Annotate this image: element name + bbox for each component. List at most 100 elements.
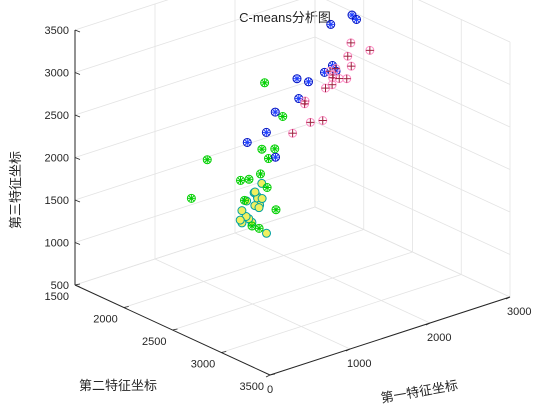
data-point: [288, 128, 298, 138]
data-point: [365, 45, 375, 55]
data-point: [334, 74, 344, 84]
x-tick-label: 0: [267, 384, 273, 396]
data-point: [271, 205, 281, 215]
y-tick-label: 1500: [45, 291, 69, 303]
z-tick-label: 1000: [45, 238, 69, 250]
data-point: [261, 127, 271, 137]
data-point: [235, 215, 245, 225]
grid-line: [325, 0, 511, 85]
tick-labels: 0 1000 2000 3000 1500 2000 2500 3000 3500 500 1000…: [45, 25, 532, 396]
grid-line: [221, 274, 462, 353]
z-axis-label: 第三特征坐标: [9, 151, 24, 229]
x-tick-mark: [345, 348, 351, 352]
grid-line: [172, 251, 413, 331]
data-point: [342, 74, 352, 84]
chart-title: C-means分析图: [239, 10, 331, 25]
y-tick-label: 3500: [240, 381, 264, 393]
z-tick-label: 1500: [45, 195, 69, 207]
x-tick-label: 3000: [507, 306, 531, 318]
grid-line: [314, 79, 511, 170]
z-tick-label: 500: [51, 280, 69, 292]
data-point: [305, 117, 315, 127]
data-point: [352, 14, 361, 24]
x-axis-line: [269, 296, 511, 376]
data-point: [318, 116, 328, 125]
data-point: [262, 183, 272, 192]
data-point: [326, 19, 336, 29]
z-tick-mark: [74, 72, 81, 75]
x-tick-label: 2000: [427, 332, 451, 344]
z-tick-label: 3000: [45, 68, 69, 80]
x-tick-mark: [265, 374, 271, 378]
grid-line: [123, 229, 364, 308]
data-point: [202, 155, 212, 165]
data-point: [270, 107, 280, 117]
grid-line: [314, 164, 511, 255]
data-point: [346, 61, 356, 71]
data-point: [278, 112, 288, 121]
data-point: [294, 94, 304, 104]
data-point: [346, 38, 356, 48]
data-point: [304, 77, 313, 87]
z-tick-mark: [74, 199, 81, 203]
data-point: [257, 178, 267, 188]
grid-line: [74, 0, 300, 73]
grid-line: [418, 0, 511, 43]
x-axis-label: 第一特征坐标: [380, 378, 459, 406]
data-point: [257, 194, 267, 204]
y-tick-mark: [172, 328, 178, 331]
series-2: [186, 78, 288, 233]
z-tick-mark: [74, 114, 81, 118]
data-point: [321, 83, 330, 93]
data-point: [257, 144, 267, 154]
y-tick-label: 2500: [142, 336, 166, 348]
x-tick-mark: [425, 322, 431, 326]
z-tick-label: 2500: [45, 110, 69, 122]
y-tick-label: 2000: [93, 314, 117, 326]
z-tick-mark: [74, 29, 81, 33]
axis-layer: [74, 29, 511, 378]
x-tick-label: 1000: [347, 358, 371, 370]
y-axis-label: 第二特征坐标: [79, 379, 157, 394]
grid-layer: [74, 0, 511, 376]
data-point: [300, 99, 310, 109]
z-tick-label: 3500: [45, 25, 69, 37]
grid-line: [314, 206, 511, 298]
y-tick-mark: [123, 306, 129, 308]
data-point: [260, 78, 270, 88]
data-point: [331, 64, 341, 74]
grid-line: [74, 36, 316, 116]
grid-line: [74, 206, 316, 286]
data-point: [264, 154, 273, 164]
y-tick-mark: [74, 283, 81, 286]
grid-line: [74, 164, 316, 243]
data-point: [292, 74, 302, 84]
x-tick-mark: [505, 296, 511, 300]
data-point: [271, 152, 280, 162]
data-point: [320, 67, 329, 77]
y-tick-mark: [221, 351, 227, 353]
data-point: [236, 175, 245, 185]
series-3: [242, 10, 361, 162]
data-point: [242, 137, 252, 147]
grid-line: [74, 121, 316, 201]
z-tick-mark: [74, 284, 81, 288]
data-point: [254, 203, 264, 213]
y-tick-mark: [269, 373, 276, 376]
data-point: [247, 221, 257, 231]
series-4: [288, 38, 375, 138]
data-point: [343, 51, 353, 61]
z-tick-mark: [74, 157, 81, 160]
grid-line: [314, 121, 511, 213]
data-point: [270, 144, 280, 154]
data-point: [244, 174, 254, 184]
grid-line: [74, 79, 316, 158]
z-tick-mark: [74, 242, 81, 245]
y-tick-label: 3000: [191, 359, 215, 371]
data-point: [262, 228, 271, 238]
data-point: [240, 195, 249, 205]
data-point: [250, 187, 260, 197]
z-tick-label: 2000: [45, 153, 69, 165]
data-point: [237, 206, 247, 216]
